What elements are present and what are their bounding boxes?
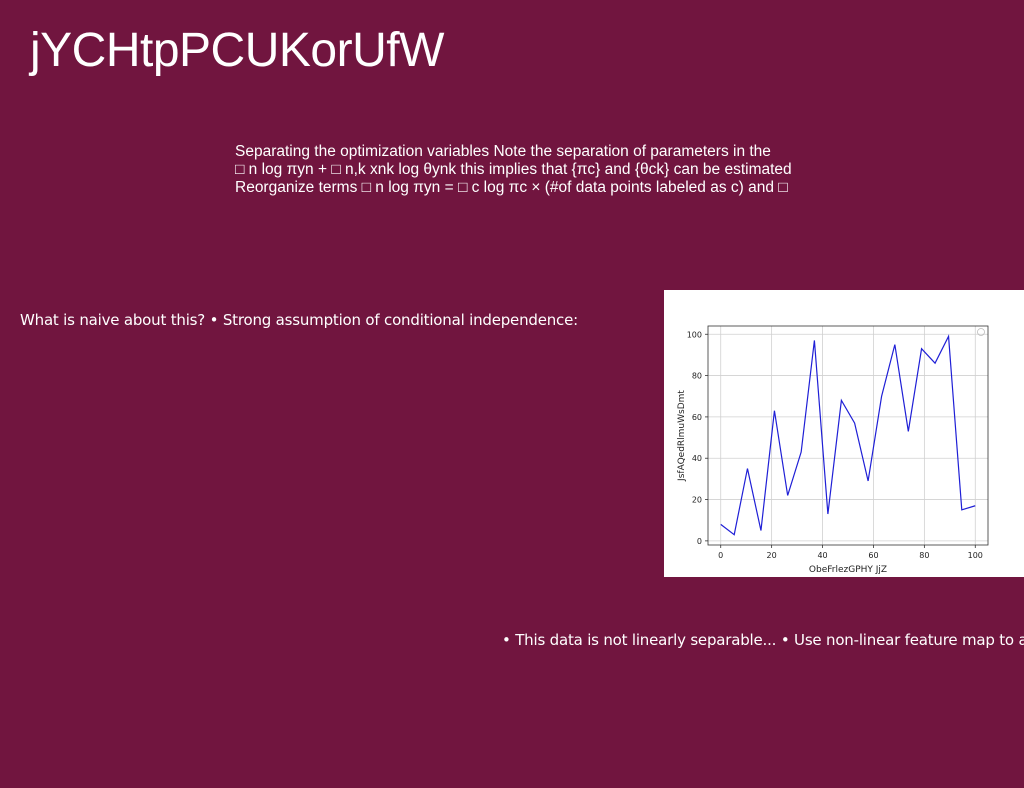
y-tick-label: 40 — [692, 454, 702, 463]
x-tick-label: 80 — [919, 551, 929, 560]
y-tick-label: 100 — [687, 330, 702, 339]
y-tick-label: 80 — [692, 372, 702, 381]
paragraph-line: □ n log πyn + □ n,k xnk log θynk this im… — [235, 161, 792, 178]
separability-text: • This data is not linearly separable...… — [502, 631, 1024, 649]
optimization-paragraph: Separating the optimization variables No… — [235, 143, 835, 197]
x-tick-label: 60 — [868, 551, 878, 560]
slide-title: jYCHtpPCUKorUfW — [30, 24, 444, 77]
paragraph-line: Separating the optimization variables No… — [235, 143, 771, 160]
y-axis-label: JsfAQedRlmuWsDmt — [677, 390, 687, 482]
x-tick-label: 40 — [817, 551, 827, 560]
x-tick-label: 20 — [767, 551, 777, 560]
x-tick-label: 100 — [968, 551, 983, 560]
x-axis-label: ObeFrlezGPHY JjZ — [809, 565, 887, 575]
chart-svg: 0 20 40 60 80 100 0 20 40 60 80 100 ObeFrlezGPHY JjZ… — [677, 325, 989, 575]
x-tick-label: 0 — [718, 551, 723, 560]
y-tick-label: 0 — [697, 537, 702, 546]
y-tick-label: 20 — [692, 496, 702, 505]
plot-frame — [707, 325, 989, 546]
naive-assumption-text: What is naive about this? • Strong assum… — [20, 311, 578, 329]
y-tick-label: 60 — [692, 413, 702, 422]
line-chart: 0 20 40 60 80 100 0 20 40 60 80 100 ObeFrlezGPHY JjZ… — [664, 290, 1024, 577]
series-line — [720, 334, 976, 536]
legend-marker — [977, 328, 985, 336]
paragraph-line: Reorganize terms □ n log πyn = □ c log π… — [235, 179, 788, 196]
